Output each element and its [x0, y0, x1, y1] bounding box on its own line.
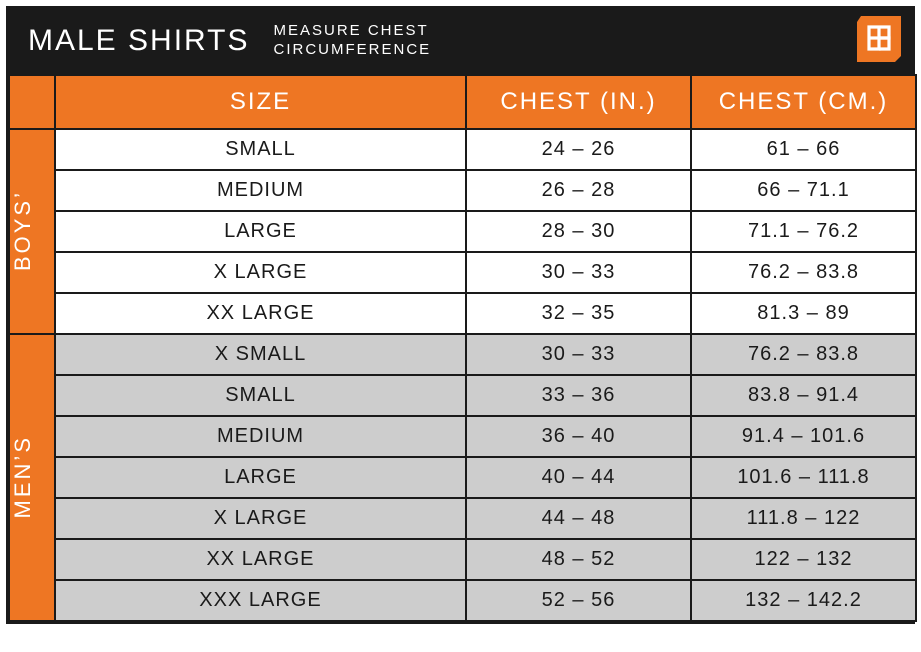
cell-size: SMALL: [55, 129, 466, 170]
group-mens: MEN’S: [9, 334, 55, 621]
group-mens-label: MEN’S: [10, 435, 36, 518]
chart-header: MALE SHIRTS MEASURE CHEST CIRCUMFERENCE: [8, 8, 913, 74]
group-boys: BOYS’: [9, 129, 55, 334]
cell-size: LARGE: [55, 457, 466, 498]
cell-chest-in: 32 – 35: [466, 293, 691, 334]
table-row: LARGE 40 – 44 101.6 – 111.8: [9, 457, 916, 498]
cell-chest-cm: 122 – 132: [691, 539, 916, 580]
table-corner: [9, 75, 55, 129]
cell-chest-cm: 76.2 – 83.8: [691, 252, 916, 293]
cell-chest-in: 30 – 33: [466, 252, 691, 293]
cell-size: MEDIUM: [55, 416, 466, 457]
cell-chest-in: 44 – 48: [466, 498, 691, 539]
cell-chest-in: 40 – 44: [466, 457, 691, 498]
table-row: X LARGE 30 – 33 76.2 – 83.8: [9, 252, 916, 293]
chart-subtitle: MEASURE CHEST CIRCUMFERENCE: [274, 22, 432, 60]
chart-subtitle-line2: CIRCUMFERENCE: [274, 41, 432, 60]
cell-chest-in: 24 – 26: [466, 129, 691, 170]
table-row: MEN’S X SMALL 30 – 33 76.2 – 83.8: [9, 334, 916, 375]
cell-chest-cm: 71.1 – 76.2: [691, 211, 916, 252]
table-row: XX LARGE 32 – 35 81.3 – 89: [9, 293, 916, 334]
table-row: XX LARGE 48 – 52 122 – 132: [9, 539, 916, 580]
col-chest-cm: CHEST (CM.): [691, 75, 916, 129]
cell-chest-in: 26 – 28: [466, 170, 691, 211]
table-row: BOYS’ SMALL 24 – 26 61 – 66: [9, 129, 916, 170]
col-size: SIZE: [55, 75, 466, 129]
cell-chest-cm: 81.3 – 89: [691, 293, 916, 334]
size-chart: MALE SHIRTS MEASURE CHEST CIRCUMFERENCE …: [6, 6, 915, 624]
cell-chest-cm: 91.4 – 101.6: [691, 416, 916, 457]
table-header-row: SIZE CHEST (IN.) CHEST (CM.): [9, 75, 916, 129]
size-table: SIZE CHEST (IN.) CHEST (CM.) BOYS’ SMALL…: [8, 74, 917, 622]
group-boys-label: BOYS’: [10, 190, 36, 271]
table-row: XXX LARGE 52 – 56 132 – 142.2: [9, 580, 916, 621]
cell-size: SMALL: [55, 375, 466, 416]
cell-chest-cm: 101.6 – 111.8: [691, 457, 916, 498]
table-row: SMALL 33 – 36 83.8 – 91.4: [9, 375, 916, 416]
cell-chest-cm: 132 – 142.2: [691, 580, 916, 621]
cell-size: X LARGE: [55, 252, 466, 293]
cell-size: MEDIUM: [55, 170, 466, 211]
cell-chest-in: 36 – 40: [466, 416, 691, 457]
cell-chest-cm: 61 – 66: [691, 129, 916, 170]
cell-chest-cm: 83.8 – 91.4: [691, 375, 916, 416]
table-row: MEDIUM 26 – 28 66 – 71.1: [9, 170, 916, 211]
cell-chest-in: 30 – 33: [466, 334, 691, 375]
cell-size: LARGE: [55, 211, 466, 252]
cell-chest-cm: 111.8 – 122: [691, 498, 916, 539]
cell-chest-cm: 66 – 71.1: [691, 170, 916, 211]
table-row: MEDIUM 36 – 40 91.4 – 101.6: [9, 416, 916, 457]
chart-title: MALE SHIRTS: [28, 24, 250, 58]
cell-size: XXX LARGE: [55, 580, 466, 621]
cell-chest-cm: 76.2 – 83.8: [691, 334, 916, 375]
cell-size: X LARGE: [55, 498, 466, 539]
cell-size: X SMALL: [55, 334, 466, 375]
table-row: LARGE 28 – 30 71.1 – 76.2: [9, 211, 916, 252]
cell-chest-in: 28 – 30: [466, 211, 691, 252]
brand-logo-icon: [855, 14, 903, 62]
cell-chest-in: 52 – 56: [466, 580, 691, 621]
cell-size: XX LARGE: [55, 293, 466, 334]
cell-chest-in: 33 – 36: [466, 375, 691, 416]
col-chest-in: CHEST (IN.): [466, 75, 691, 129]
chart-subtitle-line1: MEASURE CHEST: [274, 22, 432, 41]
table-row: X LARGE 44 – 48 111.8 – 122: [9, 498, 916, 539]
cell-size: XX LARGE: [55, 539, 466, 580]
cell-chest-in: 48 – 52: [466, 539, 691, 580]
